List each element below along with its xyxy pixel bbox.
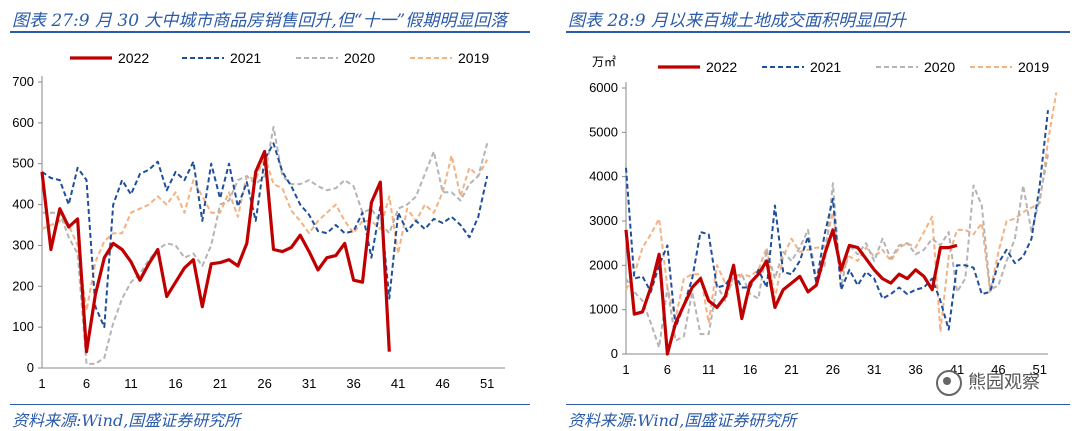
x-tick-label: 46 [991,362,1005,377]
x-tick-label: 11 [702,362,716,377]
chart-title: 图表 27:9 月 30 大中城市商品房销售回升,但“十一”假期明显回落 [12,11,508,31]
y-tick-label: 300 [12,237,34,252]
x-tick-label: 26 [257,376,271,391]
x-tick-label: 1 [38,376,45,391]
y-tick-label: 1000 [589,302,618,317]
y-tick-label: 5000 [589,124,618,139]
source-rule [10,404,530,405]
wechat-icon [936,370,962,396]
series-line-2021 [41,142,489,329]
x-tick-label: 26 [826,362,840,377]
x-tick-label: 21 [213,376,227,391]
x-tick-label: 36 [908,362,922,377]
x-tick-label: 51 [480,376,494,391]
x-tick-label: 51 [1032,362,1046,377]
source-rule [566,404,1070,405]
y-tick-label: 2000 [589,257,618,272]
x-tick-label: 31 [867,362,881,377]
y-tick-label: 3000 [589,213,618,228]
legend-label-2021: 2021 [810,59,841,75]
y-tick-label: 0 [611,346,618,361]
y-tick-label: 6000 [589,80,618,95]
source-note: 资料来源:Wind,国盛证券研究所 [568,411,797,430]
x-tick-label: 6 [664,362,671,377]
watermark-text: 熊园观察 [968,372,1040,393]
x-tick-label: 16 [743,362,757,377]
legend-label-2022: 2022 [706,59,737,75]
y-tick-label: 100 [12,319,34,334]
legend-label-2020: 2020 [344,50,375,66]
x-tick-label: 31 [302,376,316,391]
chart-title: 图表 28:9 月以来百城土地成交面积明显回升 [568,11,906,31]
series-line-2022 [624,228,958,356]
x-tick-label: 41 [391,376,405,391]
x-tick-label: 16 [168,376,182,391]
legend-label-2020: 2020 [924,59,955,75]
x-tick-label: 36 [346,376,360,391]
x-tick-label: 21 [784,362,798,377]
title-rule [10,31,530,33]
y-tick-label: 0 [27,360,34,375]
legend-label-2019: 2019 [1018,59,1049,75]
x-tick-label: 11 [124,376,138,391]
watermark: 熊园观察 [936,368,1040,396]
series-line-2020 [42,125,489,365]
unit-label: 万㎡ [592,55,616,69]
right-panel: 图表 28:9 月以来百城土地成交面积明显回升 0 1000 2000 3000 400… [556,0,1080,430]
title-rule [566,31,1070,33]
source-note: 资料来源:Wind,国盛证券研究所 [12,411,241,430]
series-line-2019 [625,92,1058,333]
x-tick-label: 6 [83,376,90,391]
x-tick-label: 46 [435,376,449,391]
legend-label-2021: 2021 [230,50,261,66]
legend-label-2022: 2022 [118,50,149,66]
series-line-2019 [41,154,489,312]
y-tick-label: 700 [12,74,34,89]
left-panel: 图表 27:9 月 30 大中城市商品房销售回升,但“十一”假期明显回落 0 10… [0,0,540,430]
x-tick-label: 1 [622,362,629,377]
y-tick-label: 400 [12,197,34,212]
y-tick-label: 4000 [589,169,618,184]
legend-label-2019: 2019 [458,50,489,66]
y-tick-label: 600 [12,115,34,130]
y-tick-label: 200 [12,278,34,293]
series-line-2022 [40,149,391,354]
y-tick-label: 500 [12,156,34,171]
